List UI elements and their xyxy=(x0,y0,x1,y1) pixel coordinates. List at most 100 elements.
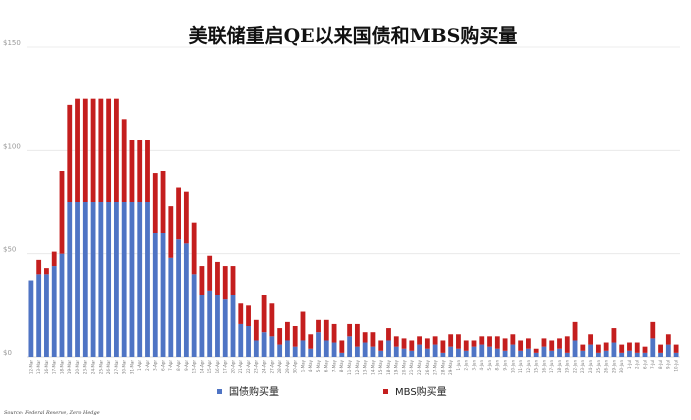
x-tick-label: 19-Mar xyxy=(67,360,72,374)
bar-mbs xyxy=(619,344,625,353)
bar-treasury xyxy=(456,348,461,357)
bar-treasury xyxy=(168,257,174,357)
x-tick-label: 9-Apr xyxy=(184,360,189,371)
x-tick-label: 10-Jul xyxy=(674,360,679,372)
bar-treasury xyxy=(129,202,135,357)
bar-treasury xyxy=(354,346,360,357)
x-tick-label: 20-Apr xyxy=(230,360,235,374)
bar-treasury xyxy=(44,274,49,357)
bar-mbs xyxy=(665,334,671,345)
bar-treasury xyxy=(634,352,640,357)
x-axis-ticks: 12-Mar 13-Mar 16-Mar 17-Mar 18-Mar 19-Mar 20-M… xyxy=(28,359,678,374)
x-tick-label: 20-May xyxy=(401,359,406,374)
bar-mbs xyxy=(354,323,360,347)
x-tick-label: 19-Jun xyxy=(565,360,570,373)
x-tick-label: 11-Jun xyxy=(518,360,523,373)
bar-mbs xyxy=(673,344,679,353)
bar-treasury xyxy=(183,243,189,357)
bar-mbs xyxy=(82,98,88,202)
x-tick-label: 8-Jul xyxy=(658,360,663,369)
bar-treasury xyxy=(432,344,438,357)
bar-mbs xyxy=(59,171,65,254)
x-tick-label: 16-Apr xyxy=(215,360,220,374)
bar-treasury xyxy=(292,346,298,357)
bar-mbs xyxy=(564,336,570,353)
bar-treasury xyxy=(339,352,345,357)
x-tick-label: 8-Jun xyxy=(495,360,500,371)
x-tick-label: 21-Apr xyxy=(238,360,243,374)
bar-mbs xyxy=(634,342,640,353)
bar-mbs xyxy=(222,266,228,300)
bar-mbs xyxy=(36,259,42,275)
bar-treasury xyxy=(549,350,555,357)
x-tick-label: 21-May xyxy=(409,359,414,374)
bar-treasury xyxy=(378,350,384,357)
x-tick-label: 4-May xyxy=(308,359,313,372)
bar-treasury xyxy=(650,338,656,357)
bar-mbs xyxy=(300,311,306,341)
bar-treasury xyxy=(580,350,586,357)
bar-mbs xyxy=(90,98,96,202)
bar-treasury xyxy=(269,336,275,357)
x-tick-label: 2-Jul xyxy=(635,360,640,369)
bar-treasury xyxy=(424,348,430,357)
x-tick-label: 7-Jul xyxy=(650,360,655,369)
bar-mbs xyxy=(176,187,181,240)
bar-mbs xyxy=(603,342,609,351)
bar-treasury xyxy=(300,340,306,357)
x-tick-label: 31-Mar xyxy=(129,360,134,374)
x-tick-label: 17-Apr xyxy=(223,360,228,374)
bar-mbs xyxy=(572,321,578,341)
bar-mbs xyxy=(424,338,430,349)
bar-treasury xyxy=(137,202,143,357)
bar-treasury xyxy=(308,348,314,357)
bar-mbs xyxy=(417,336,422,345)
x-tick-label: 27-Mar xyxy=(114,360,119,374)
bar-treasury xyxy=(215,295,220,357)
bar-mbs xyxy=(650,321,656,339)
x-tick-label: 14-Apr xyxy=(199,360,204,374)
x-tick-label: 1-Apr xyxy=(137,360,142,371)
x-tick-label: 11-May xyxy=(347,359,352,374)
bar-mbs xyxy=(160,171,166,233)
bar-treasury xyxy=(386,340,391,357)
bar-treasury xyxy=(393,346,399,357)
bar-treasury xyxy=(533,352,539,357)
bar-treasury xyxy=(526,348,531,357)
x-tick-label: 22-May xyxy=(417,359,422,374)
bar-treasury xyxy=(28,280,34,357)
bars xyxy=(28,98,679,357)
bar-mbs xyxy=(292,326,298,347)
bar-mbs xyxy=(51,251,57,267)
legend-swatch xyxy=(217,389,222,394)
bar-treasury xyxy=(121,202,127,357)
x-tick-label: 25-Jun xyxy=(596,360,601,373)
bar-mbs xyxy=(121,119,127,202)
bar-treasury xyxy=(463,350,469,357)
bar-treasury xyxy=(665,344,671,357)
bar-treasury xyxy=(323,340,329,357)
bar-mbs xyxy=(642,346,648,353)
bar-treasury xyxy=(191,274,197,357)
bar-treasury xyxy=(471,346,477,357)
bar-treasury xyxy=(448,346,454,357)
y-tick-label: $50 xyxy=(3,246,16,254)
y-tick-label: $150 xyxy=(3,39,21,47)
bar-treasury xyxy=(479,344,485,357)
bar-treasury xyxy=(253,340,259,357)
bar-mbs xyxy=(98,98,104,202)
y-axis-ticks: $0 $50 $100 $150 xyxy=(3,39,21,357)
bar-treasury xyxy=(199,295,205,357)
source-note: Source: Federal Reserve, Zero Hedge xyxy=(4,410,100,416)
bar-treasury xyxy=(494,348,500,357)
x-tick-label: 25-Mar xyxy=(98,360,103,374)
bar-mbs xyxy=(277,328,283,345)
bar-mbs xyxy=(494,336,500,349)
x-tick-label: 1-May xyxy=(300,359,305,372)
bar-mbs xyxy=(323,319,329,341)
bar-mbs xyxy=(308,334,314,349)
x-tick-label: 26-May xyxy=(425,359,430,374)
bar-treasury xyxy=(246,326,251,357)
bar-treasury xyxy=(642,352,648,357)
legend-label: 国债购买量 xyxy=(229,385,279,398)
